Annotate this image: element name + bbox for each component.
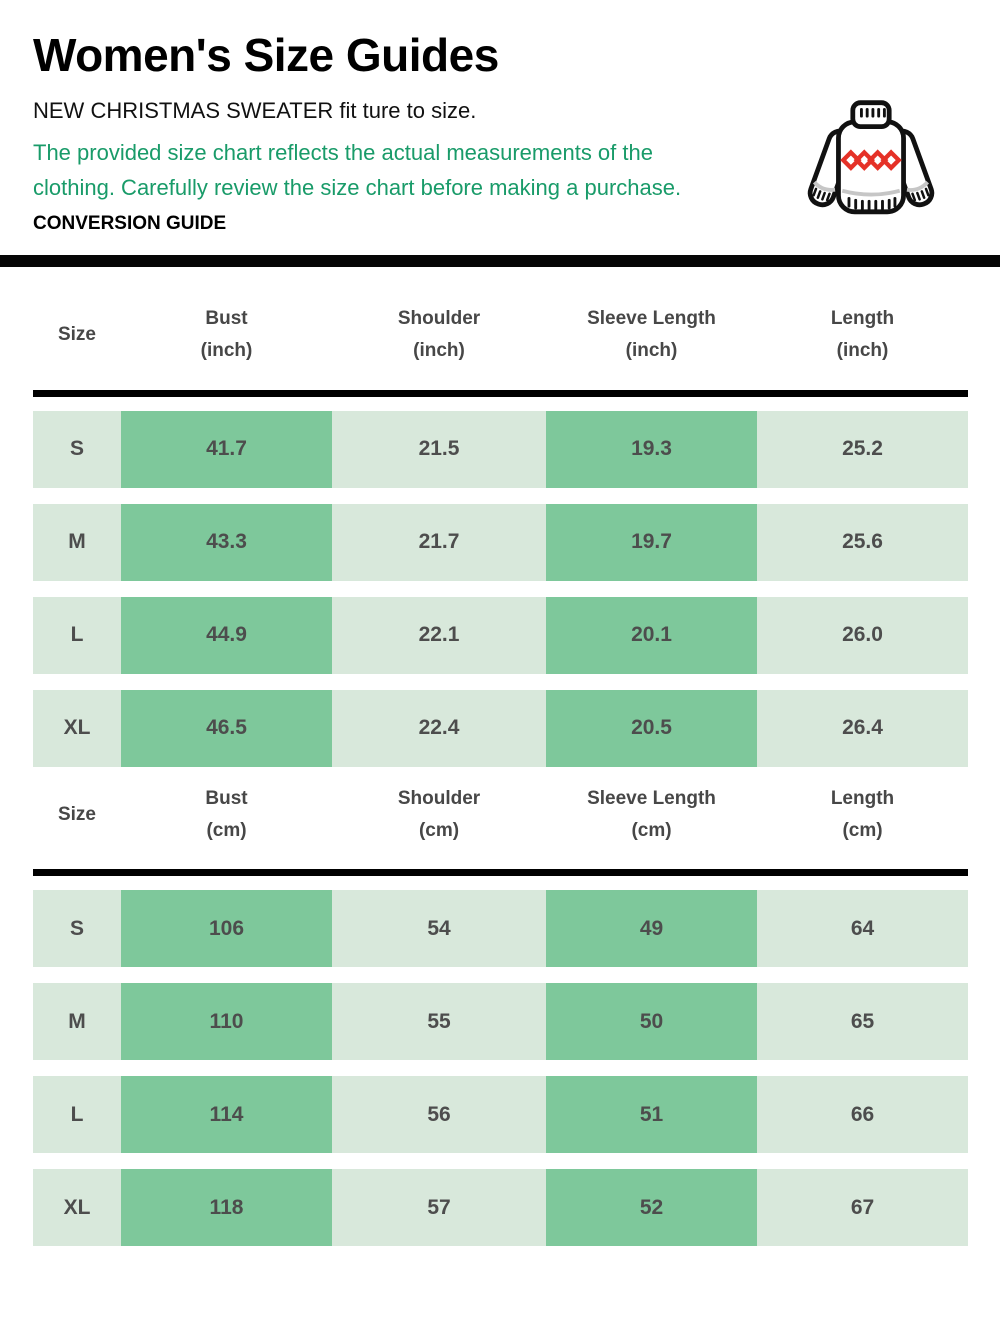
shoulder-cell: 21.7 xyxy=(332,503,546,581)
column-header-length: Length (inch) xyxy=(830,308,895,362)
table-header-row: Size Bust (inch) Shoulder (inch) Sleeve … xyxy=(33,303,968,368)
column-header-sleeve-length: Sleeve Length (cm) xyxy=(587,787,716,841)
size-cell: M xyxy=(33,503,121,581)
sleeve-length-cell: 51 xyxy=(546,1076,757,1154)
column-header-sleeve-length: Sleeve Length (inch) xyxy=(587,308,716,362)
size-table-centimeters: Size Bust (cm) Shoulder (cm) Sleeve Leng… xyxy=(0,783,1000,1247)
length-cell: 65 xyxy=(757,983,968,1061)
length-cell: 25.6 xyxy=(757,503,968,581)
size-cell: S xyxy=(33,410,121,488)
shoulder-cell: 22.1 xyxy=(332,596,546,674)
shoulder-cell: 55 xyxy=(332,983,546,1061)
column-header-size: Size xyxy=(57,324,97,346)
length-cell: 64 xyxy=(757,890,968,968)
page-title: Women's Size Guides xyxy=(33,29,499,81)
sleeve-length-cell: 50 xyxy=(546,983,757,1061)
size-cell: XL xyxy=(33,1169,121,1247)
shoulder-cell: 22.4 xyxy=(332,689,546,767)
size-table-inches: Size Bust (inch) Shoulder (inch) Sleeve … xyxy=(0,303,1000,767)
size-cell: XL xyxy=(33,689,121,767)
length-cell: 25.2 xyxy=(757,410,968,488)
bust-cell: 114 xyxy=(121,1076,332,1154)
shoulder-cell: 54 xyxy=(332,890,546,968)
table-row-xl: XL 118 57 52 67 xyxy=(33,1169,968,1247)
sleeve-length-cell: 49 xyxy=(546,890,757,968)
sleeve-length-cell: 52 xyxy=(546,1169,757,1247)
christmas-sweater-icon xyxy=(804,96,938,230)
bust-cell: 44.9 xyxy=(121,596,332,674)
table-row-m: M 43.3 21.7 19.7 25.6 xyxy=(33,503,968,581)
bust-cell: 110 xyxy=(121,983,332,1061)
sleeve-length-cell: 20.1 xyxy=(546,596,757,674)
table-row-m: M 110 55 50 65 xyxy=(33,983,968,1061)
bust-cell: 118 xyxy=(121,1169,332,1247)
table-row-s: S 106 54 49 64 xyxy=(33,890,968,968)
sleeve-length-cell: 20.5 xyxy=(546,689,757,767)
top-divider-bar xyxy=(0,255,1000,268)
bust-cell: 106 xyxy=(121,890,332,968)
header-section: Women's Size Guides NEW CHRISTMAS SWEATE… xyxy=(0,0,1000,235)
bust-cell: 41.7 xyxy=(121,410,332,488)
subtitle-text: NEW CHRISTMAS SWEATER fit ture to size. xyxy=(33,98,477,123)
table-row-s: S 41.7 21.5 19.3 25.2 xyxy=(33,410,968,488)
bust-cell: 46.5 xyxy=(121,689,332,767)
table-row-l: L 114 56 51 66 xyxy=(33,1076,968,1154)
table-row-l: L 44.9 22.1 20.1 26.0 xyxy=(33,596,968,674)
column-header-bust: Bust (inch) xyxy=(200,308,253,362)
sleeve-length-cell: 19.3 xyxy=(546,410,757,488)
bust-cell: 43.3 xyxy=(121,503,332,581)
size-note-text: The provided size chart reflects the act… xyxy=(33,140,682,200)
length-cell: 67 xyxy=(757,1169,968,1247)
table-row-xl: XL 46.5 22.4 20.5 26.4 xyxy=(33,689,968,767)
header-separator-bar xyxy=(33,389,968,397)
size-cell: S xyxy=(33,890,121,968)
header-separator-bar xyxy=(33,869,968,877)
column-header-length: Length (cm) xyxy=(830,787,895,841)
shoulder-cell: 56 xyxy=(332,1076,546,1154)
sleeve-length-cell: 19.7 xyxy=(546,503,757,581)
column-header-size: Size xyxy=(57,803,97,825)
size-cell: M xyxy=(33,983,121,1061)
length-cell: 26.4 xyxy=(757,689,968,767)
column-header-shoulder: Shoulder (inch) xyxy=(397,308,481,362)
column-header-shoulder: Shoulder (cm) xyxy=(397,787,481,841)
conversion-guide-label: CONVERSION GUIDE xyxy=(33,213,227,235)
size-cell: L xyxy=(33,596,121,674)
length-cell: 66 xyxy=(757,1076,968,1154)
column-header-bust: Bust (cm) xyxy=(205,787,248,841)
shoulder-cell: 57 xyxy=(332,1169,546,1247)
size-cell: L xyxy=(33,1076,121,1154)
table-header-row: Size Bust (cm) Shoulder (cm) Sleeve Leng… xyxy=(33,783,968,848)
length-cell: 26.0 xyxy=(757,596,968,674)
shoulder-cell: 21.5 xyxy=(332,410,546,488)
